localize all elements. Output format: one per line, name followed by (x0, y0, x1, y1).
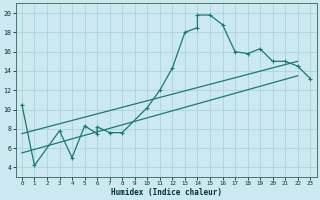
X-axis label: Humidex (Indice chaleur): Humidex (Indice chaleur) (111, 188, 221, 197)
